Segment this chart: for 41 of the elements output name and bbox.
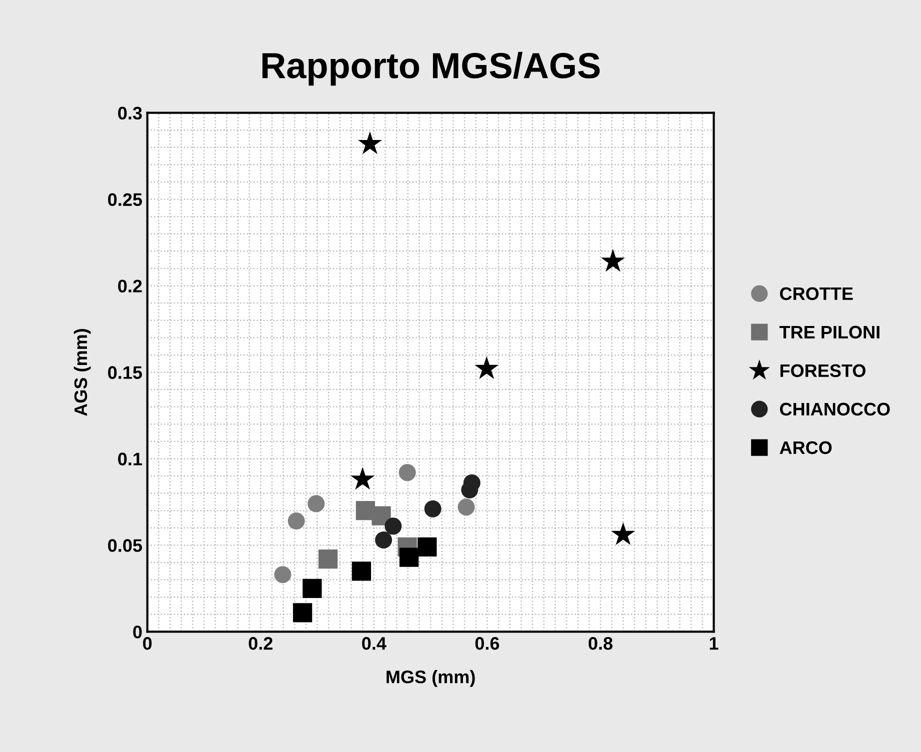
legend-label: FORESTO [780,364,866,378]
legend-label: ARCO [780,441,832,454]
point [375,532,392,549]
y-tick-label: 0 [133,626,142,638]
x-axis-title: MGS (mm) [386,670,475,687]
x-tick-label: 1 [710,637,718,650]
point [292,603,312,622]
point [308,495,325,512]
point [474,356,499,379]
x-tick-label: 0.8 [588,637,612,650]
y-tick-label: 0.1 [118,452,142,466]
point [384,518,402,535]
y-tick-label: 0.25 [108,193,142,206]
point [458,498,475,516]
y-tick-label: 0.3 [118,106,142,120]
point [358,131,382,154]
point [352,562,372,581]
point [611,522,636,546]
y-tick-label: 0.2 [118,280,142,292]
point [318,549,338,569]
point [372,506,391,526]
x-tick-label: 0 [143,637,152,650]
point [288,512,305,530]
x-tick-label: 0.6 [475,637,500,650]
point [424,500,442,518]
point [399,548,419,567]
chart-title: Rapporto MGS/AGS [262,52,600,86]
legend-label: TRE PILONI [779,326,880,339]
legend-label: CROTTE [780,287,853,300]
x-tick-label: 0.2 [248,637,272,650]
y-axis-title: AGS (mm) [74,329,91,416]
point [350,466,375,490]
legend-label: CHIANOCCO [780,402,890,416]
point [398,464,416,482]
x-tick-label: 0.4 [362,637,386,650]
point [302,578,322,598]
y-tick-label: 0.05 [108,539,142,552]
point [600,248,625,272]
y-tick-label: 0.15 [108,366,142,379]
point [418,537,437,556]
point [274,566,292,584]
